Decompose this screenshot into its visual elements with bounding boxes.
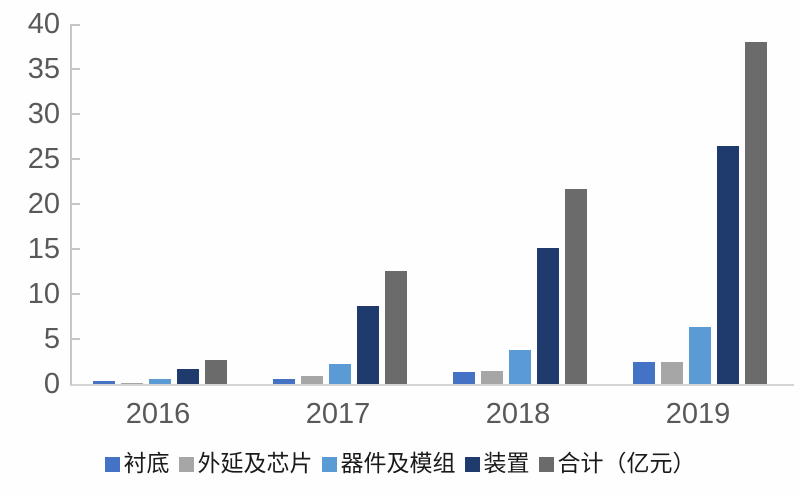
y-tick-40 [72,24,80,26]
legend-label-device-module: 器件及模组 [340,451,456,476]
bar-equipment-2019 [717,145,739,384]
bar-equipment-2018 [537,248,559,384]
y-tick-30 [72,113,80,115]
bar-device-module-2016 [149,378,171,384]
y-axis-label-20: 20 [27,188,60,220]
bar-total-2019 [745,42,767,384]
legend-swatch-equipment [464,456,480,472]
bar-total-2017 [385,270,407,384]
y-tick-25 [72,158,80,160]
y-tick-5 [72,338,80,340]
y-tick-35 [72,68,80,70]
bar-device-module-2018 [509,349,531,384]
y-axis-label-25: 25 [27,143,60,175]
y-tick-15 [72,248,80,250]
legend-swatch-epi-chip [178,456,194,472]
bar-substrate-2017 [273,378,295,384]
bar-substrate-2019 [633,361,655,384]
legend-label-equipment: 装置 [483,451,530,476]
legend-item-device-module: 器件及模组 [321,451,456,477]
legend-item-total: 合计（亿元） [538,451,696,477]
y-axis-label-10: 10 [27,278,60,310]
y-axis-label-35: 35 [27,53,60,85]
legend-label-total: 合计（亿元） [557,451,696,476]
x-axis-label-2018: 2018 [485,398,551,430]
legend-swatch-device-module [321,456,337,472]
bar-device-module-2017 [329,364,351,384]
legend-swatch-total [538,456,554,472]
legend-label-substrate: 衬底 [123,451,170,476]
bar-epi-chip-2016 [121,383,143,384]
x-axis-label-2016: 2016 [125,398,191,430]
legend: 衬底 外延及芯片 器件及模组 装置 合计（亿元） [0,451,800,477]
bar-substrate-2016 [93,381,115,384]
bar-equipment-2017 [357,305,379,384]
y-axis-label-5: 5 [43,323,60,355]
x-axis-label-2019: 2019 [665,398,731,430]
legend-swatch-substrate [104,456,120,472]
legend-item-epi-chip: 外延及芯片 [178,451,313,477]
y-axis-label-30: 30 [27,98,60,130]
legend-item-substrate: 衬底 [104,451,170,477]
y-axis-label-15: 15 [27,233,60,265]
plot-area [70,24,794,386]
bar-epi-chip-2017 [301,375,323,384]
y-axis-label-40: 40 [27,8,60,40]
legend-item-equipment: 装置 [464,451,530,477]
legend-label-epi-chip: 外延及芯片 [197,451,313,476]
x-axis-label-2017: 2017 [305,398,371,430]
bar-equipment-2016 [177,368,199,384]
bar-epi-chip-2019 [661,362,683,384]
bar-substrate-2018 [453,372,475,384]
bar-total-2016 [205,359,227,384]
y-tick-10 [72,293,80,295]
bar-total-2018 [565,188,587,384]
bar-device-module-2019 [689,327,711,384]
y-tick-20 [72,203,80,205]
bar-epi-chip-2018 [481,370,503,384]
y-axis-label-0: 0 [43,368,60,400]
